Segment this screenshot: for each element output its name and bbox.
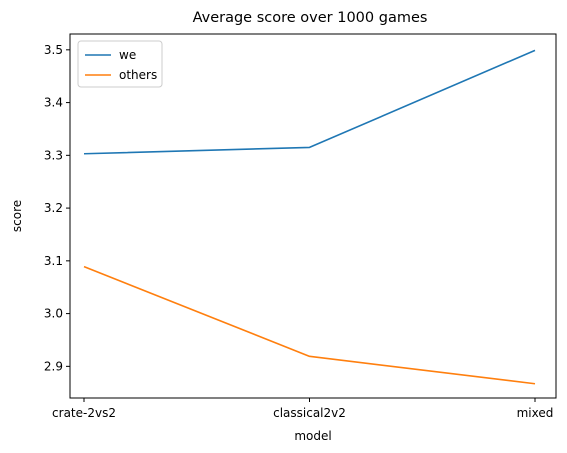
plot-frame [69, 33, 557, 399]
y-tick-label: 3.5 [44, 43, 63, 57]
y-axis: 2.9 3.0 3.1 3.2 3.3 3.4 3.5 [44, 43, 70, 373]
y-tick-label: 3.2 [44, 201, 63, 215]
series-line-others [83, 265, 536, 385]
legend-label-others: others [119, 68, 157, 82]
legend: we others [77, 40, 163, 88]
y-tick-label: 3.3 [44, 148, 63, 162]
series-line-we [83, 49, 536, 155]
chart-title: Average score over 1000 games [193, 10, 428, 26]
plot-area [69, 33, 557, 399]
x-tick-label: classical2v2 [273, 406, 346, 420]
y-tick-label: 2.9 [44, 359, 63, 373]
y-axis-label: score [10, 200, 24, 232]
series-layer [83, 49, 536, 385]
x-axis-label: model [294, 429, 331, 443]
x-tick-label: crate-2vs2 [52, 406, 116, 420]
y-tick-label: 3.4 [44, 96, 63, 110]
y-tick-label: 3.0 [44, 307, 63, 321]
legend-label-we: we [119, 48, 136, 62]
y-tick-label: 3.1 [44, 254, 63, 268]
x-axis: crate-2vs2 classical2v2 mixed [52, 398, 553, 420]
x-tick-label: mixed [517, 406, 554, 420]
